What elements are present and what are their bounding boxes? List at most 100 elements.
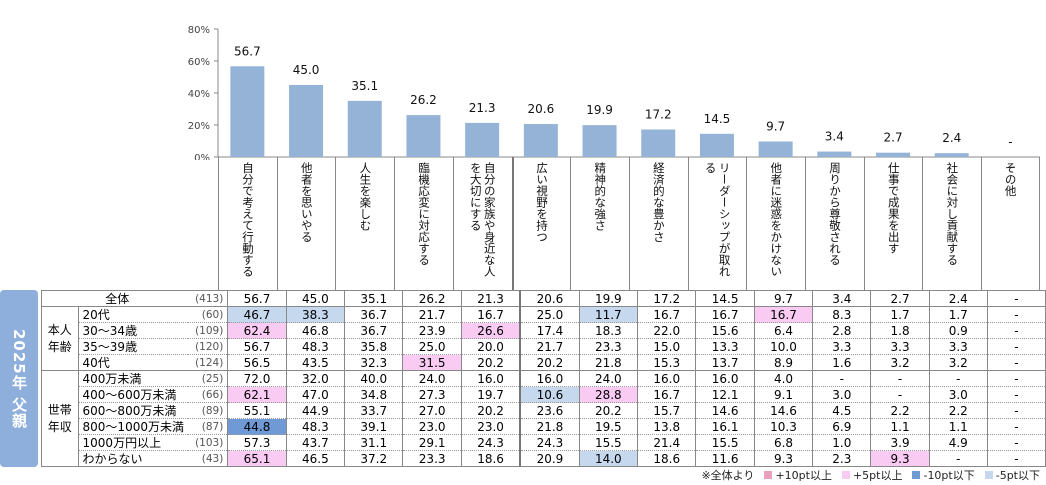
table-row: 世帯年収 400万未満 (25) 72.0 32.0 40.0 24.0 16.0 16.0 24… bbox=[41, 370, 1046, 467]
legend-swatch bbox=[984, 471, 993, 479]
category-label: 仕事で成果を出す bbox=[886, 162, 901, 254]
table-cell: 36.7 bbox=[344, 322, 403, 339]
table-cell: - bbox=[870, 386, 930, 403]
table-cell: - bbox=[812, 370, 871, 387]
table-cell: 16.7 bbox=[637, 306, 696, 323]
table-cell: - bbox=[986, 370, 1046, 387]
table-cell: 29.1 bbox=[402, 434, 462, 451]
table-cell: 1.1 bbox=[928, 418, 988, 435]
table-row: 全体 (413) 56.7 45.0 35.1 26.2 21.3 20.6 19.9 17.2 1… bbox=[41, 290, 1046, 307]
table-cell: 11.6 bbox=[695, 450, 755, 467]
row-label: 400万未満 bbox=[78, 370, 189, 387]
table-cell: - bbox=[986, 418, 1046, 435]
category-label: リーダーシップが取れる bbox=[703, 162, 732, 277]
table-cell: 12.1 bbox=[695, 386, 755, 403]
row-label: 40代 bbox=[78, 354, 189, 371]
table-cell: 39.1 bbox=[344, 418, 403, 435]
bar-chart: 0% 20% 40% 60% 80% 56.7 45.0 35.1 26.2 21.3 20.6 19… bbox=[188, 25, 1040, 160]
table-cell: 16.1 bbox=[695, 418, 755, 435]
table-cell: 10.6 bbox=[519, 386, 580, 403]
table-cell: 1.1 bbox=[870, 418, 930, 435]
table-cell: 21.3 bbox=[460, 290, 521, 307]
table-cell: 3.9 bbox=[870, 434, 930, 451]
table-cell: - bbox=[986, 338, 1046, 355]
data-label: 35.1 bbox=[351, 79, 378, 93]
table-cell: 27.0 bbox=[402, 402, 462, 419]
table-cell: 17.2 bbox=[637, 290, 696, 307]
bar bbox=[876, 152, 911, 157]
category-label: その他 bbox=[1003, 162, 1018, 197]
table-cell: 9.3 bbox=[870, 450, 930, 467]
table-cell: 6.4 bbox=[753, 322, 813, 339]
data-label: 21.3 bbox=[469, 101, 496, 115]
category-header: リーダーシップが取れる bbox=[687, 157, 747, 290]
table-cell: 48.3 bbox=[285, 418, 345, 435]
row-label: 400～600万未満 bbox=[78, 386, 189, 403]
table-cell: 27.3 bbox=[402, 386, 462, 403]
table-cell: 44.9 bbox=[285, 402, 345, 419]
table-cell: 21.4 bbox=[637, 434, 696, 451]
table-cell: 48.3 bbox=[285, 338, 345, 355]
table-cell: 6.9 bbox=[812, 418, 871, 435]
table-cell: 23.0 bbox=[460, 418, 521, 435]
table-cell: 46.5 bbox=[285, 450, 345, 467]
bar bbox=[289, 85, 324, 157]
bar bbox=[523, 124, 558, 157]
group-label: 世帯年収 bbox=[41, 370, 79, 467]
table-cell: 4.9 bbox=[928, 434, 988, 451]
table-cell: 15.7 bbox=[637, 402, 696, 419]
table-cell: 23.9 bbox=[402, 322, 462, 339]
sample-size: (120) bbox=[188, 338, 228, 355]
legend-label: -5pt以下 bbox=[995, 469, 1040, 482]
category-label: 自分の家族や身近な人を大切にする bbox=[468, 162, 497, 277]
table-cell: 47.0 bbox=[285, 386, 345, 403]
category-label: 社会に対し貢献する bbox=[945, 162, 960, 266]
table-cell: 19.7 bbox=[460, 386, 521, 403]
table-row: 400～600万未満 (66) 62.1 47.0 34.8 27.3 19.7 10.6 28… bbox=[42, 386, 1046, 403]
table-cell: 1.7 bbox=[928, 306, 988, 323]
table-cell: 3.2 bbox=[870, 354, 930, 371]
sample-size: (89) bbox=[188, 402, 228, 419]
bar bbox=[817, 151, 852, 157]
table-cell: 14.5 bbox=[695, 290, 755, 307]
table-cell: 9.3 bbox=[753, 450, 813, 467]
table-cell: 13.7 bbox=[695, 354, 755, 371]
table-cell: 32.3 bbox=[344, 354, 403, 371]
category-header: 他者を思いやる bbox=[276, 157, 336, 290]
table-cell: - bbox=[986, 354, 1046, 371]
table-cell: 21.7 bbox=[402, 306, 462, 323]
table-cell: 31.5 bbox=[402, 354, 462, 371]
table-cell: 65.1 bbox=[227, 450, 287, 467]
category-header: 人生を楽しむ bbox=[335, 157, 394, 290]
row-label: 20代 bbox=[78, 306, 189, 323]
table-cell: 20.2 bbox=[460, 402, 521, 419]
category-header: 他者に迷惑をかけない bbox=[746, 157, 805, 290]
table-cell: 72.0 bbox=[227, 370, 287, 387]
table-cell: 23.3 bbox=[578, 338, 638, 355]
table-row: 800～1000万未満 (87) 44.8 48.3 39.1 23.0 23.0 21.8 1… bbox=[42, 418, 1046, 435]
category-header: 自分で考えて行動する bbox=[218, 157, 277, 290]
table-cell: 14.6 bbox=[695, 402, 755, 419]
table-cell: 15.0 bbox=[637, 338, 696, 355]
table-cell: 38.3 bbox=[285, 306, 345, 323]
table-cell: 24.3 bbox=[460, 434, 521, 451]
table-cell: 3.0 bbox=[812, 386, 871, 403]
category-label: 広い視野を持つ bbox=[535, 162, 549, 243]
row-label: 35～39歳 bbox=[78, 338, 189, 355]
category-header: 臨機応変に対応する bbox=[394, 157, 453, 290]
table-cell: 56.7 bbox=[227, 290, 287, 307]
table-cell: 16.7 bbox=[460, 306, 521, 323]
data-label: 9.7 bbox=[766, 119, 785, 133]
sample-size: (413) bbox=[188, 290, 228, 307]
category-label: 精神的な強さ bbox=[593, 162, 608, 231]
table-cell: 24.0 bbox=[578, 370, 638, 387]
table-cell: 57.3 bbox=[227, 434, 287, 451]
table-cell: 24.0 bbox=[402, 370, 462, 387]
table-cell: 9.7 bbox=[753, 290, 813, 307]
table-cell: 3.0 bbox=[928, 386, 988, 403]
table-cell: 21.8 bbox=[519, 418, 580, 435]
data-label: 19.9 bbox=[586, 103, 613, 117]
table-cell: 31.1 bbox=[344, 434, 403, 451]
table-cell: 18.3 bbox=[578, 322, 638, 339]
